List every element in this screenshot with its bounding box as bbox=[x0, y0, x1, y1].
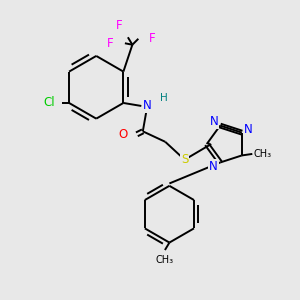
Text: N: N bbox=[209, 160, 218, 172]
Text: CH₃: CH₃ bbox=[254, 149, 272, 159]
Text: Cl: Cl bbox=[44, 97, 56, 110]
Text: F: F bbox=[107, 37, 113, 50]
Text: F: F bbox=[116, 19, 122, 32]
Text: F: F bbox=[148, 32, 155, 45]
Text: S: S bbox=[181, 153, 188, 166]
Text: H: H bbox=[160, 94, 168, 103]
Text: CH₃: CH₃ bbox=[156, 256, 174, 266]
Text: O: O bbox=[119, 128, 128, 141]
Text: N: N bbox=[143, 100, 152, 112]
Text: N: N bbox=[244, 123, 253, 136]
Text: N: N bbox=[210, 115, 219, 128]
